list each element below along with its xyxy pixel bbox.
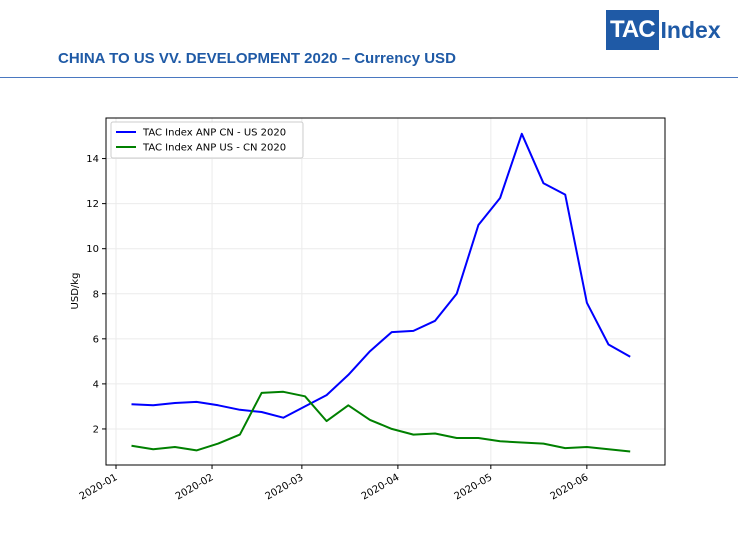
series-lines — [131, 132, 631, 453]
header-divider — [0, 77, 738, 78]
legend-label: TAC Index ANP CN - US 2020 — [142, 128, 286, 139]
x-tick-label: 2020-04 — [360, 472, 402, 502]
x-tick-label: 2020-05 — [453, 472, 495, 502]
x-tick-label: 2020-01 — [78, 472, 120, 502]
logo-index-text: Index — [660, 16, 721, 43]
tac-index-logo: TAC Index — [606, 10, 721, 50]
y-tick-label: 4 — [93, 379, 99, 390]
y-tick-label: 10 — [86, 244, 99, 255]
x-tick-label: 2020-02 — [174, 472, 216, 502]
logo-tac-text: TAC — [606, 10, 659, 50]
series-line-2 — [131, 390, 631, 453]
page-title: CHINA TO US VV. DEVELOPMENT 2020 – Curre… — [58, 50, 456, 67]
y-tick-label: 14 — [86, 154, 99, 165]
y-tick-label: 8 — [93, 289, 99, 300]
x-axis: 2020-01 2020-02 2020-03 2020-04 2020-05 2020-… — [78, 465, 591, 502]
legend-box — [110, 121, 304, 159]
y-tick-label: 2 — [93, 424, 99, 435]
y-tick-label: 6 — [93, 334, 99, 345]
legend: TAC Index ANP CN - US 2020 TAC Index ANP … — [110, 121, 304, 159]
y-tick-label: 12 — [86, 199, 99, 210]
grid-lines — [106, 118, 665, 465]
y-axis-label: USD/kg — [70, 273, 81, 310]
series-line-1 — [131, 132, 631, 419]
x-tick-label: 2020-06 — [549, 472, 591, 502]
x-tick-label: 2020-03 — [264, 472, 306, 502]
legend-label: TAC Index ANP US - CN 2020 — [142, 143, 286, 154]
plot-frame — [105, 117, 666, 466]
y-axis: 2 4 6 8 10 12 14 — [86, 154, 106, 435]
